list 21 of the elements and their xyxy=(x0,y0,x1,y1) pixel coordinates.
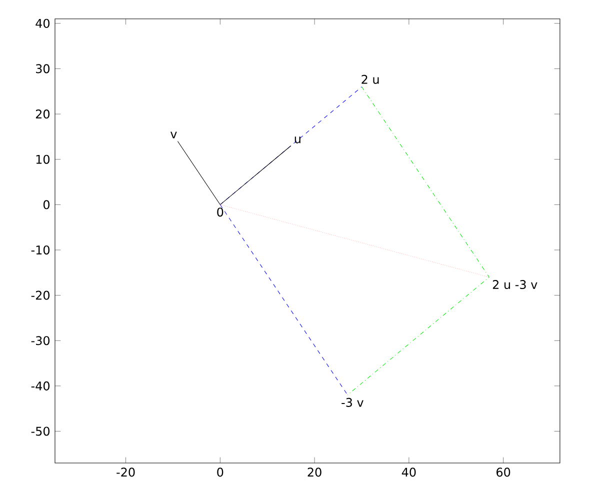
annotation: 0 xyxy=(217,208,224,217)
annotation: -3 v xyxy=(342,398,364,407)
x-tick-label: 60 xyxy=(496,468,510,477)
annotation: 2 u -3 v xyxy=(492,280,538,290)
x-tick-label: 20 xyxy=(308,468,322,477)
annotation: u xyxy=(294,136,300,144)
annotation: v xyxy=(170,132,177,138)
y-tick-label: -40 xyxy=(31,381,50,390)
x-tick-label: 0 xyxy=(217,468,224,477)
y-tick-label: 40 xyxy=(36,18,50,28)
y-tick-label: 20 xyxy=(36,110,50,119)
x-tick-label: -20 xyxy=(116,468,135,477)
y-tick-label: 30 xyxy=(36,64,50,74)
y-tick-label: 10 xyxy=(36,154,50,164)
annotation: 2 u xyxy=(362,74,379,84)
y-tick-label: -30 xyxy=(31,336,50,346)
y-tick-label: -20 xyxy=(31,290,50,300)
y-tick-label: -50 xyxy=(31,426,50,436)
y-tick-label: 0 xyxy=(43,200,50,210)
x-tick-label: 40 xyxy=(402,468,416,477)
y-tick-label: -10 xyxy=(31,245,50,254)
